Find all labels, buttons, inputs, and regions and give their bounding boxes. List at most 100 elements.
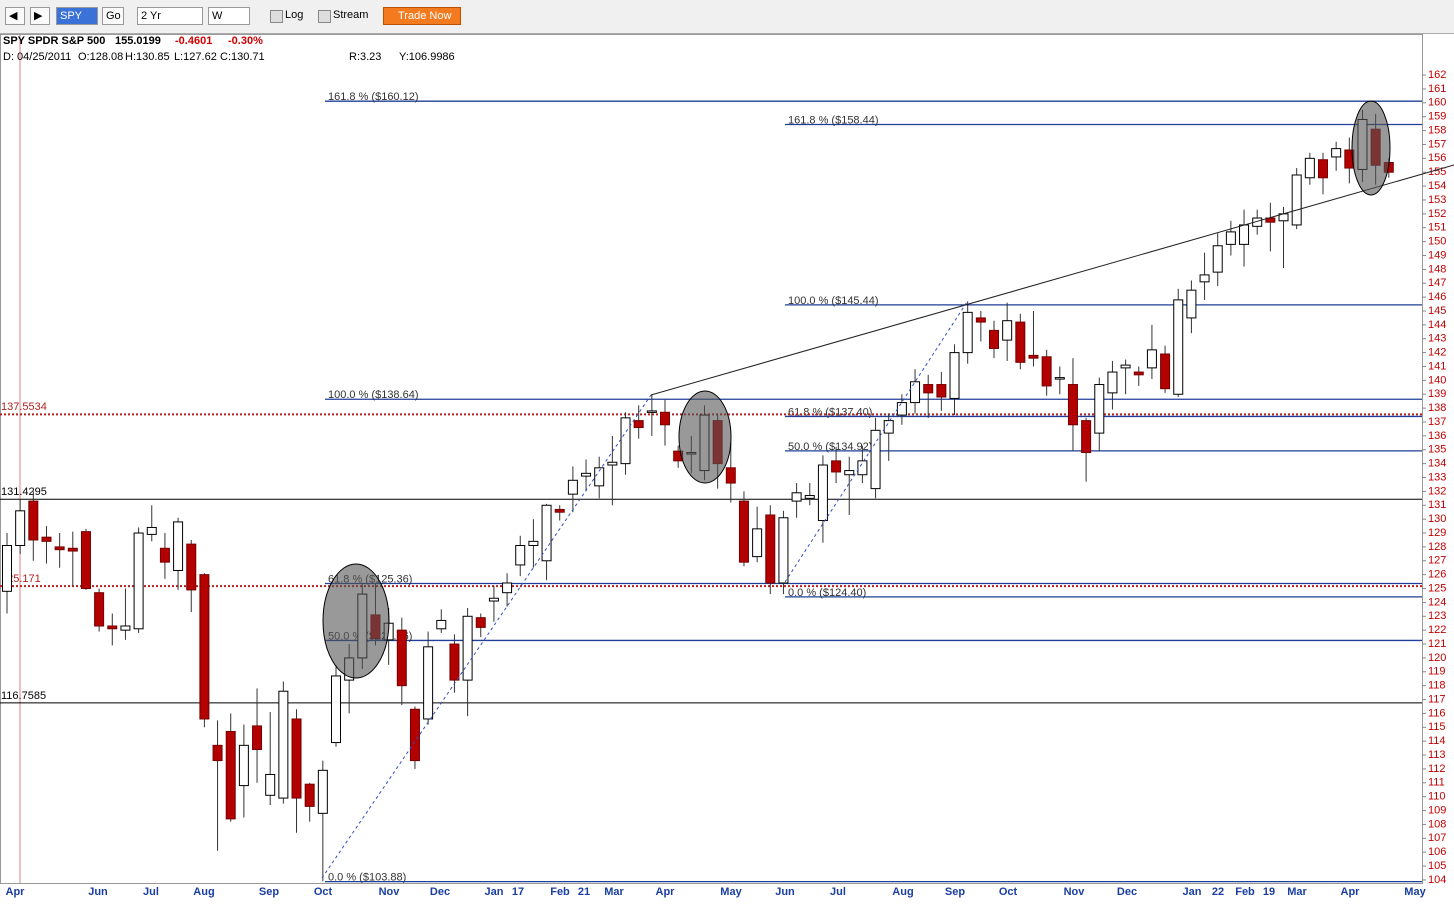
y-tick-label: 107 [1428,832,1446,844]
candle-body [975,317,986,323]
y-tick-label: 115 [1428,721,1446,733]
y-tick-label: 152 [1428,208,1446,220]
x-tick-label: 21 [578,886,590,898]
y-tick-label: 144 [1428,319,1446,331]
trend-line [650,164,1454,396]
x-tick-label: Sep [259,886,279,898]
level-label: 131.4295 [1,486,47,498]
y-tick-label: 157 [1428,138,1446,150]
y-tick-label: 161 [1428,83,1446,95]
candle-body [1028,354,1039,359]
forward-button[interactable]: ▶ [30,7,50,25]
y-tick-label: 112 [1428,763,1446,775]
x-tick-label: Aug [892,886,913,898]
toolbar: ◀ ▶ SPY Go 2 Yr W Log Stream Trade Now [0,0,1454,34]
y-tick-label: 142 [1428,347,1446,359]
candle-body [752,528,763,558]
level-label: 137.5534 [1,401,47,413]
candle-body [317,769,328,814]
candle-body [765,514,776,584]
candle-body [1199,274,1210,283]
y-tick-label: 150 [1428,236,1446,248]
x-tick-label: Jul [830,886,846,898]
candle-body [791,492,802,502]
x-tick-label: Apr [1341,886,1361,898]
candle-body [844,470,855,476]
x-tick-label: Dec [430,886,450,898]
change: -0.4601 [175,35,212,47]
candle-body [817,464,828,522]
candle-body [278,690,289,799]
trade-button[interactable]: Trade Now [383,7,461,25]
y-tick-label: 147 [1428,277,1446,289]
x-tick-label: Aug [193,886,214,898]
y-tick-label: 108 [1428,818,1446,830]
x-tick-label: Feb [550,886,570,898]
x-tick-label: Mar [604,886,624,898]
x-tick-label: Oct [314,886,333,898]
x-tick-label: May [720,886,742,898]
y-tick-label: 141 [1428,360,1446,372]
candle-body [304,783,315,807]
go-button[interactable]: Go [102,7,124,25]
candle-body [133,532,144,630]
y-tick-label: 154 [1428,180,1446,192]
candle-body [2,545,12,592]
candle-body [1212,245,1223,273]
y-tick-label: 121 [1428,638,1446,650]
y-tick-label: 138 [1428,402,1446,414]
fib-label: 0.0 % ($103.88) [328,872,406,884]
y-tick-label: 123 [1428,610,1446,622]
info-r: R:3.23 [349,51,381,63]
info-high: H:130.85 [125,51,170,63]
y-tick-label: 125 [1428,582,1446,594]
candle-body [80,531,91,590]
y-tick-label: 113 [1428,749,1446,761]
y-tick-label: 160 [1428,97,1446,109]
stream-label: Stream [333,9,369,21]
fib-label: 61.8 % ($137.40) [788,406,872,418]
range-select[interactable]: 2 Yr [137,7,203,25]
y-tick-label: 162 [1428,69,1446,81]
candle-body [252,725,263,751]
x-tick-label: Jan [485,886,504,898]
y-tick-label: 120 [1428,652,1446,664]
candle-body [396,629,407,687]
x-tick-label: Sep [945,886,965,898]
fib-label: 161.8 % ($158.44) [788,114,879,126]
candle-body [120,625,131,631]
fib-label: 50.0 % ($134.92) [788,441,872,453]
x-tick-label: Oct [999,886,1018,898]
candle-body [291,718,302,799]
y-tick-label: 109 [1428,804,1446,816]
fib-label: 100.0 % ($138.64) [328,389,419,401]
symbol-input[interactable]: SPY [56,7,98,25]
back-button[interactable]: ◀ [5,7,25,25]
fib-label: 100.0 % ($145.44) [788,295,879,307]
candle-body [1081,420,1092,454]
candle-body [146,526,157,535]
y-tick-label: 126 [1428,569,1446,581]
x-tick-label: 19 [1263,886,1275,898]
y-tick-label: 124 [1428,596,1446,608]
candle-body [989,329,999,349]
candle-body [646,410,657,413]
candle-body [1146,349,1157,369]
candle-body [567,479,578,495]
symbol-name: SPY SPDR S&P 500 [3,35,105,47]
stream-checkbox[interactable] [318,10,331,23]
y-tick-label: 129 [1428,527,1446,539]
interval-select[interactable]: W [208,7,250,25]
log-checkbox[interactable] [270,10,283,23]
candle-body [238,744,249,787]
candle-body [923,384,934,394]
candle-body [1225,231,1236,245]
candle-body [488,597,499,602]
candle-body [15,510,26,547]
candle-body [528,540,539,547]
x-tick-label: Mar [1287,886,1307,898]
candle-body [594,467,605,487]
x-tick-label: Apr [656,886,676,898]
highlight-ellipse [322,563,390,679]
candle-body [870,429,881,490]
